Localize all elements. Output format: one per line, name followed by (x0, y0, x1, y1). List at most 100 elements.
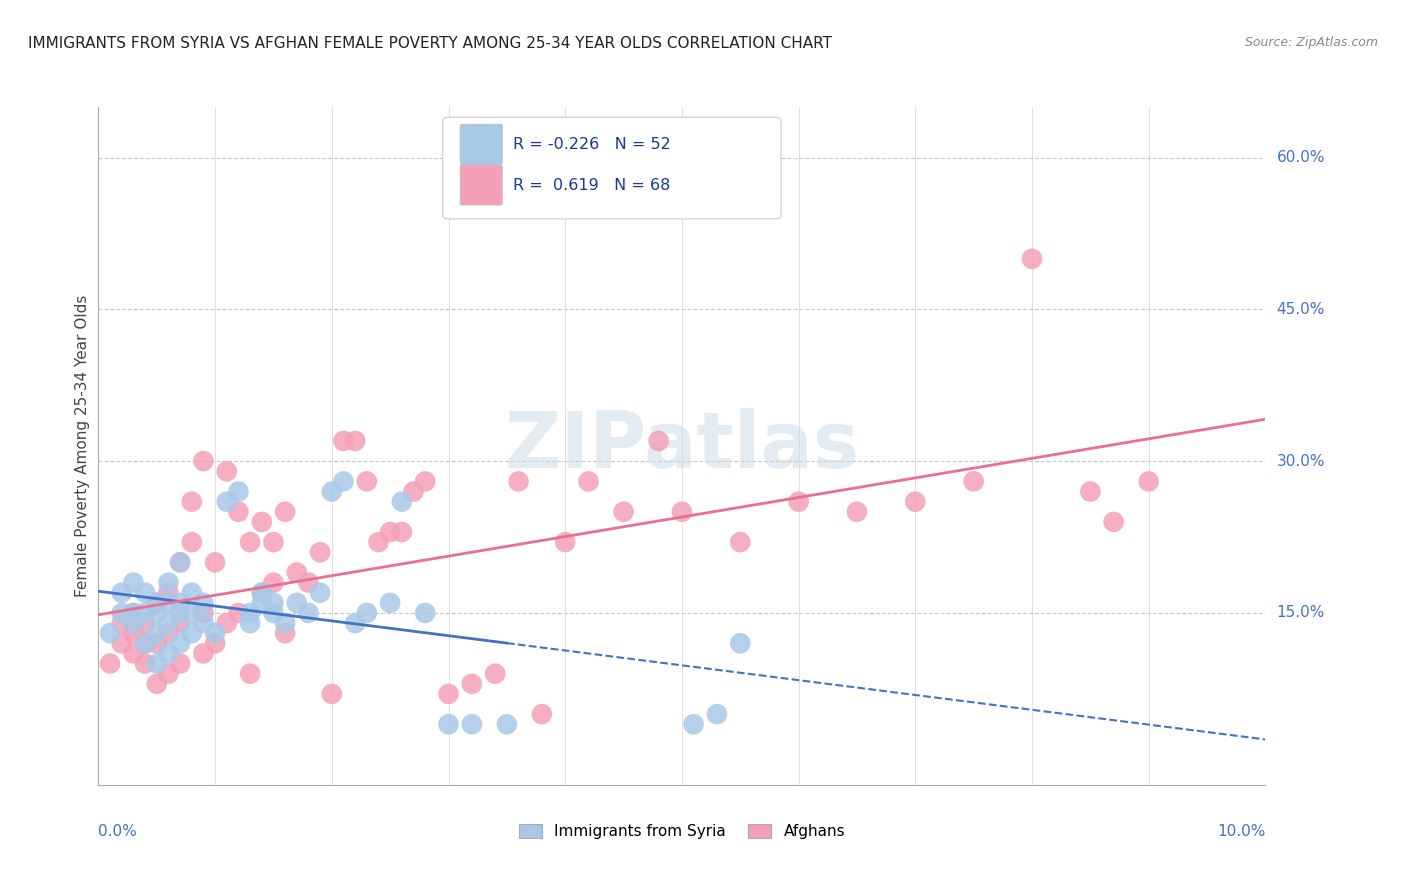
Point (204, 555, 226, 569)
Point (402, 484, 425, 499)
Point (250, 585, 273, 599)
Text: 45.0%: 45.0% (1277, 301, 1324, 317)
Point (309, 545, 332, 559)
Text: 10.0%: 10.0% (1218, 824, 1265, 838)
Point (274, 505, 297, 519)
Point (157, 575, 180, 590)
Point (647, 434, 669, 448)
Point (344, 616, 367, 631)
Point (612, 505, 634, 519)
Point (204, 636, 226, 650)
Point (1021, 252, 1043, 266)
Text: 0.0%: 0.0% (98, 824, 138, 838)
Point (367, 535, 389, 549)
Point (146, 677, 169, 691)
Point (169, 555, 191, 569)
Point (111, 616, 134, 631)
Point (262, 606, 284, 620)
Point (122, 647, 145, 661)
Point (391, 524, 413, 539)
Point (134, 585, 156, 599)
Point (122, 606, 145, 620)
Point (157, 585, 180, 599)
Point (169, 555, 191, 569)
Point (146, 626, 169, 640)
Point (321, 484, 343, 499)
Legend: Immigrants from Syria, Afghans: Immigrants from Syria, Afghans (513, 818, 851, 845)
Point (250, 596, 273, 610)
Point (180, 494, 202, 508)
Point (730, 535, 752, 549)
Point (169, 606, 191, 620)
Point (193, 596, 215, 610)
Point (180, 606, 202, 620)
Y-axis label: Female Poverty Among 25-34 Year Olds: Female Poverty Among 25-34 Year Olds (75, 295, 90, 597)
Point (134, 657, 156, 671)
Point (437, 687, 460, 701)
Point (461, 717, 484, 731)
Point (157, 626, 180, 640)
Point (180, 626, 202, 640)
Point (530, 707, 553, 722)
Point (239, 616, 262, 631)
Point (215, 616, 238, 631)
Point (111, 585, 134, 599)
Point (169, 657, 191, 671)
Point (730, 636, 752, 650)
Point (787, 494, 810, 508)
Point (98, 626, 121, 640)
Point (215, 464, 238, 478)
Point (215, 494, 238, 508)
Point (274, 626, 297, 640)
Point (706, 707, 728, 722)
Point (496, 717, 519, 731)
Text: 60.0%: 60.0% (1277, 150, 1324, 165)
Point (122, 626, 145, 640)
Point (134, 606, 156, 620)
Point (180, 585, 202, 599)
Point (297, 606, 319, 620)
Point (169, 596, 191, 610)
Point (380, 524, 402, 539)
Point (122, 606, 145, 620)
Text: R =  0.619   N = 68: R = 0.619 N = 68 (513, 178, 671, 193)
FancyBboxPatch shape (460, 124, 502, 164)
Point (169, 616, 191, 631)
Point (193, 606, 215, 620)
Point (157, 616, 180, 631)
Point (309, 585, 332, 599)
Text: R = -0.226   N = 52: R = -0.226 N = 52 (513, 136, 671, 152)
Point (437, 717, 460, 731)
Point (578, 475, 600, 489)
Point (285, 596, 308, 610)
Text: 15.0%: 15.0% (1277, 606, 1324, 621)
Point (239, 535, 262, 549)
Point (321, 687, 343, 701)
Point (204, 626, 226, 640)
Point (122, 575, 145, 590)
Point (239, 606, 262, 620)
Point (180, 535, 202, 549)
Point (262, 575, 284, 590)
Point (356, 606, 378, 620)
Point (262, 535, 284, 549)
Point (262, 596, 284, 610)
Point (228, 505, 250, 519)
Point (193, 616, 215, 631)
Point (413, 606, 436, 620)
Point (554, 535, 576, 549)
Point (274, 616, 297, 631)
Point (111, 606, 134, 620)
FancyBboxPatch shape (443, 117, 782, 219)
Point (169, 636, 191, 650)
Point (146, 606, 169, 620)
Point (285, 566, 308, 580)
Point (904, 494, 927, 508)
Point (134, 636, 156, 650)
Point (413, 475, 436, 489)
Point (332, 434, 354, 448)
Point (391, 494, 413, 508)
Point (239, 666, 262, 681)
Point (962, 475, 984, 489)
Point (228, 484, 250, 499)
